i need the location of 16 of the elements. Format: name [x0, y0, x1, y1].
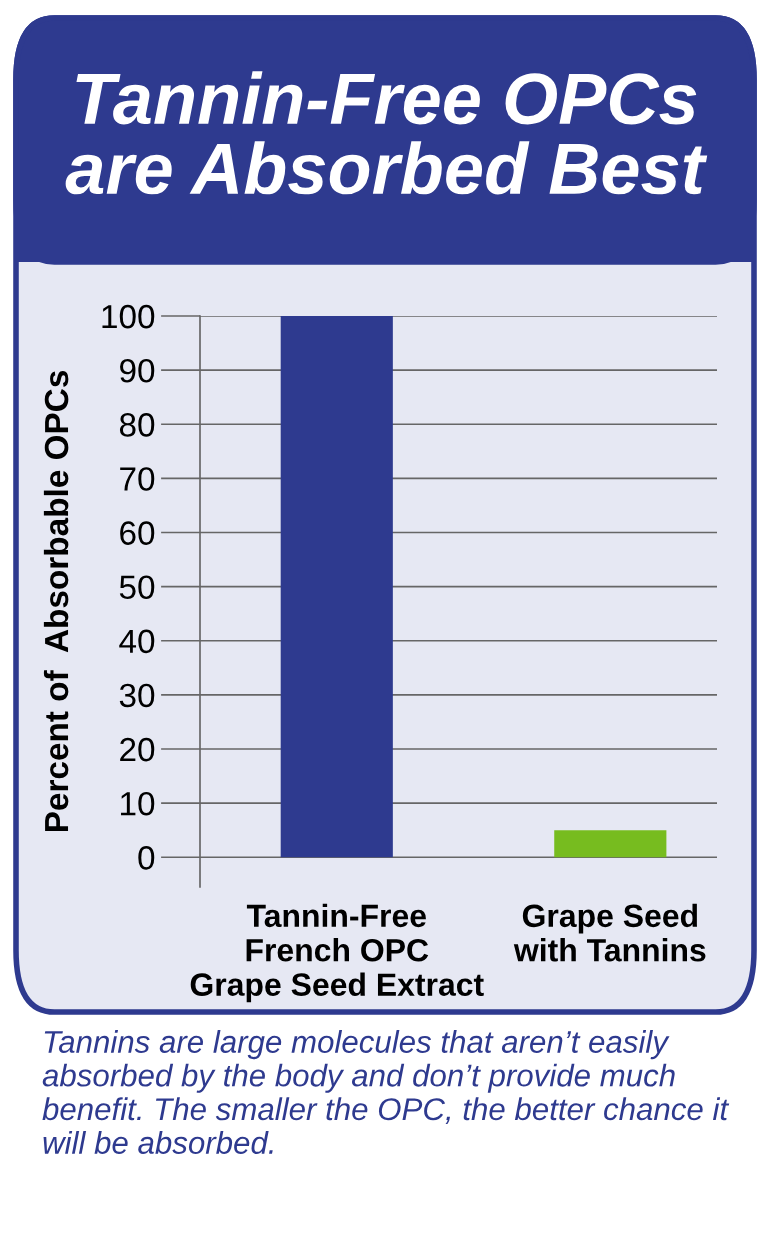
y-tick-label: 0: [138, 846, 155, 870]
y-tick-label: 100: [102, 304, 155, 329]
y-tick-label: 30: [119, 683, 155, 708]
x-tick-label: Tannin-Free French OPC Grape Seed Extract: [190, 903, 484, 1003]
y-tick-label: 40: [119, 629, 155, 654]
text: Tannins are large molecules that aren’t easily absorbed by the body and don’t provide much benefit. The smaller the OPC, the better chance it will be absorbed.: [42, 1030, 730, 1154]
y-axis-title: Percent of Absorbable OPCs: [43, 371, 69, 832]
y-tick-label: 50: [119, 575, 155, 600]
y-tick-label: 60: [120, 521, 155, 545]
y-tick-label: 90: [120, 358, 155, 383]
x-tick-label: Grape Seed with Tannins: [513, 903, 706, 962]
y-tick-label: 80: [119, 413, 155, 437]
chart-title: Tannin-Free OPCs are Absorbed Best: [65, 71, 708, 195]
y-tick-label: 20: [120, 737, 155, 762]
y-tick-label: 10: [121, 791, 155, 816]
y-tick-label: 70: [120, 467, 155, 491]
